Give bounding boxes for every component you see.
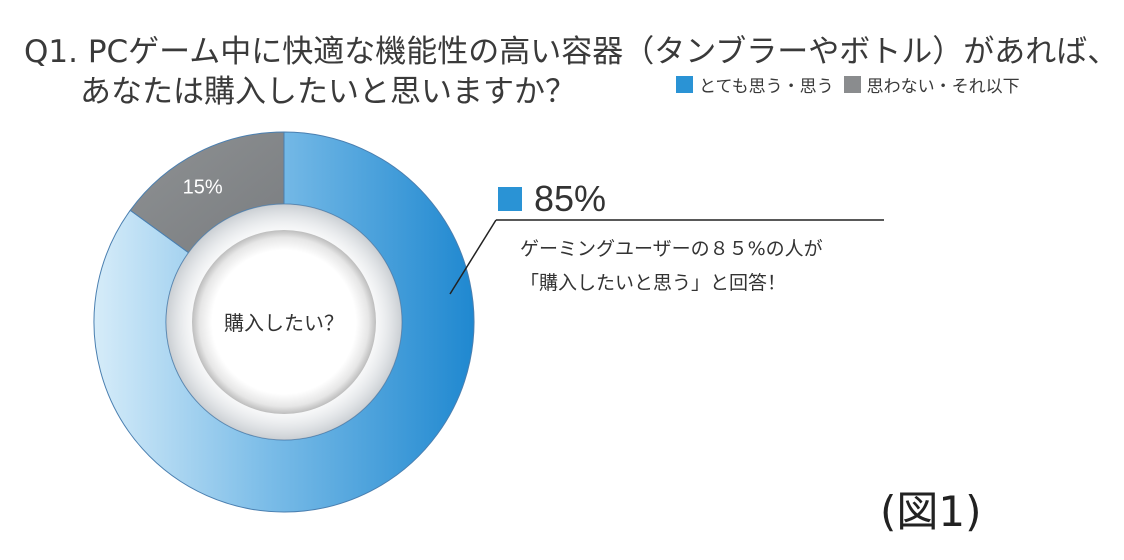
- callout-text: ゲーミングユーザーの８５%の人が 「購入したいと思う」と回答！: [520, 232, 823, 300]
- chart-legend: とても思う・思う 思わない・それ以下: [676, 72, 1030, 97]
- slice-label-disagree: 15%: [183, 177, 223, 199]
- center-disc: [192, 230, 376, 414]
- legend-swatch-agree: [676, 76, 693, 93]
- callout-line1: ゲーミングユーザーの８５%の人が: [520, 238, 823, 260]
- legend-swatch-disagree: [843, 76, 861, 93]
- question-title-line2: あなたは購入したいと思いますか？: [80, 74, 576, 110]
- center-label: 購入したい？: [224, 311, 344, 335]
- callout-swatch: [498, 187, 522, 211]
- legend-item-disagree: 思わない・それ以下: [843, 72, 1020, 97]
- legend-label-agree: とても思う・思う: [699, 77, 834, 97]
- callout-leader-diagonal: [449, 219, 497, 295]
- callout-line2: 「購入したいと思う」と回答！: [520, 272, 787, 294]
- callout-value: 85%: [498, 178, 606, 220]
- figure-label: (図1): [880, 487, 982, 536]
- legend-label-disagree: 思わない・それ以下: [866, 77, 1020, 97]
- callout-value-label: 85%: [534, 178, 607, 219]
- question-title-line1: Q1. PCゲーム中に快適な機能性の高い容器（タンブラーやボトル）があれば、: [24, 34, 1119, 70]
- legend-item-agree: とても思う・思う: [676, 72, 834, 97]
